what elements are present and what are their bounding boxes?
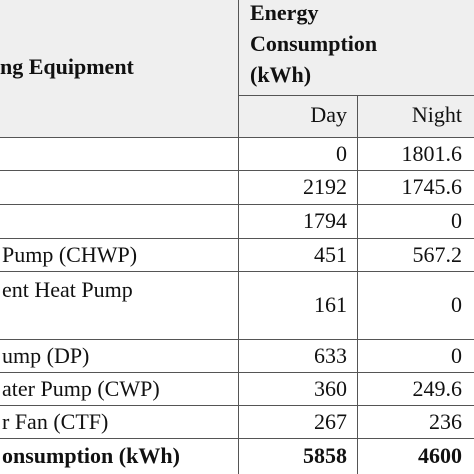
column-border — [238, 0, 239, 474]
row-border — [0, 238, 474, 239]
row-label: Pump (CHWP) — [2, 241, 138, 267]
day-value: 2192 — [303, 174, 347, 199]
row-label: r Fan (CTF) — [2, 408, 109, 434]
row-border — [0, 372, 474, 373]
header-day: Day — [310, 102, 347, 127]
row-border — [0, 339, 474, 340]
header-energy: Consumption — [250, 31, 378, 56]
header-border — [238, 95, 474, 96]
row-label: ump (DP) — [2, 342, 90, 368]
row-border — [0, 137, 474, 138]
header-night: Night — [411, 102, 462, 127]
row-border — [0, 170, 474, 171]
row-label: ater Pump (CWP) — [2, 375, 160, 401]
night-value: 1801.6 — [401, 140, 463, 166]
header-equipment: ng Equipment — [0, 54, 134, 79]
row-border — [0, 271, 474, 272]
row-label: onsumption (kWh) — [2, 443, 180, 468]
row-border — [0, 204, 474, 205]
header-background — [0, 0, 474, 137]
day-value: 267 — [314, 408, 347, 434]
header-energy: (kWh) — [250, 62, 312, 87]
day-value: 451 — [314, 241, 347, 267]
day-value: 1794 — [303, 208, 347, 233]
row-border — [0, 405, 474, 406]
night-value: 236 — [429, 408, 462, 434]
day-value: 0 — [336, 140, 347, 166]
row-label: ent Heat Pump — [2, 277, 133, 302]
day-value: 360 — [314, 375, 347, 401]
column-border — [357, 95, 358, 474]
header-energy: Energy — [250, 0, 319, 25]
day-value: 161 — [314, 292, 347, 317]
night-value: 0 — [451, 342, 462, 368]
night-value: 0 — [451, 292, 462, 317]
row-border — [0, 438, 474, 439]
day-value: 5858 — [303, 443, 347, 468]
night-value: 249.6 — [412, 375, 463, 401]
night-value: 567.2 — [412, 241, 463, 267]
night-value: 1745.6 — [401, 174, 463, 199]
night-value: 0 — [451, 208, 462, 233]
night-value: 4600 — [418, 443, 462, 468]
day-value: 633 — [314, 342, 347, 368]
